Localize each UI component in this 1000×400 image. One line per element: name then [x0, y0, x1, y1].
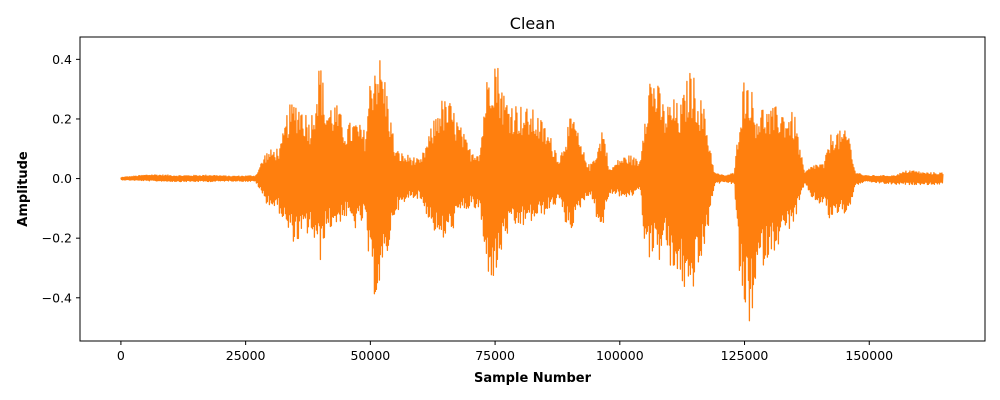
y-tick-label: −0.4: [42, 290, 72, 305]
y-tick-label: 0.2: [52, 111, 72, 126]
waveform-series-line: [120, 60, 944, 322]
x-tick-label: 100000: [596, 348, 644, 363]
x-axis-label: Sample Number: [474, 371, 592, 386]
y-tick-label: 0.4: [52, 52, 72, 67]
y-tick-label: 0.0: [52, 171, 72, 186]
y-axis: −0.4 −0.2 0.0 0.2 0.4: [42, 52, 80, 305]
x-tick-label: 0: [117, 348, 125, 363]
y-axis-label: Amplitude: [16, 151, 31, 227]
x-tick-label: 125000: [721, 348, 769, 363]
x-tick-label: 50000: [350, 348, 390, 363]
y-tick-label: −0.2: [42, 231, 72, 246]
axes-frame: [79, 36, 986, 342]
x-tick-label: 150000: [845, 348, 893, 363]
x-axis: 0 25000 50000 75000 100000 125000 150000: [117, 341, 893, 363]
x-tick-label: 75000: [475, 348, 515, 363]
x-tick-label: 25000: [226, 348, 266, 363]
plot-area: [120, 60, 944, 322]
chart-title: Clean: [510, 14, 555, 33]
